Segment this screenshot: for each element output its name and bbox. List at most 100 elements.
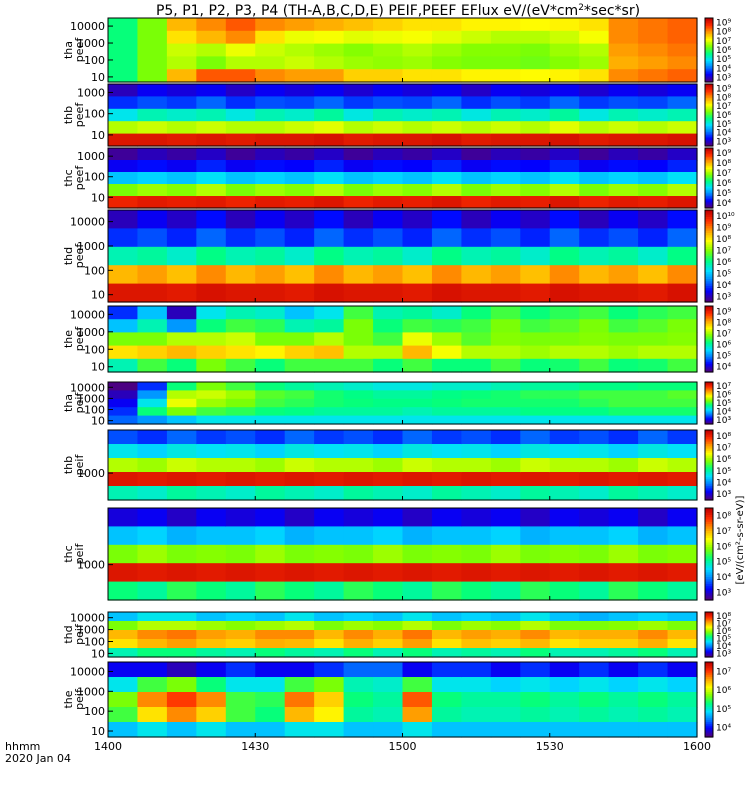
- heatmap-cell: [638, 390, 669, 400]
- colorbar-tick-label: 10⁷: [716, 330, 731, 340]
- heatmap-cell: [461, 508, 492, 527]
- heatmap-cell: [196, 390, 227, 400]
- heatmap-cell: [431, 210, 462, 229]
- colorbar-segment: [705, 438, 713, 442]
- heatmap-cell: [490, 692, 521, 708]
- heatmap-cell: [667, 345, 698, 360]
- y-tick-label: 100: [84, 264, 105, 277]
- heatmap-cell: [166, 108, 197, 122]
- heatmap-cell: [255, 612, 286, 622]
- heatmap-cell: [667, 160, 698, 173]
- colorbar-tick-label: 10⁷: [716, 382, 731, 392]
- heatmap-cell: [108, 630, 139, 640]
- heatmap-cell: [608, 148, 639, 161]
- heatmap-cell: [225, 526, 256, 546]
- heatmap-cell: [431, 444, 462, 459]
- heatmap-cell: [137, 692, 168, 708]
- heatmap-cell: [166, 43, 197, 57]
- heatmap-cell: [166, 210, 197, 229]
- heatmap-cell: [520, 415, 551, 425]
- heatmap-cell: [667, 662, 698, 678]
- heatmap-cell: [137, 184, 168, 197]
- heatmap-cell: [196, 648, 227, 658]
- colorbar-segment: [705, 190, 713, 193]
- heatmap-cell: [579, 43, 610, 57]
- heatmap-cell: [461, 722, 492, 738]
- heatmap-cell: [667, 563, 698, 583]
- y-tick-label: 10: [91, 71, 105, 84]
- heatmap-cell: [166, 692, 197, 708]
- heatmap-cell: [314, 630, 345, 640]
- colorbar-segment: [705, 223, 713, 227]
- colorbar-segment: [705, 593, 713, 596]
- heatmap-cell: [314, 444, 345, 459]
- heatmap-cell: [520, 630, 551, 640]
- heatmap-cell: [608, 563, 639, 583]
- heatmap-cell: [431, 508, 462, 527]
- heatmap-cell: [402, 30, 433, 45]
- heatmap-cell: [549, 407, 580, 417]
- heatmap-cell: [667, 196, 698, 209]
- heatmap-cell: [520, 148, 551, 161]
- heatmap-cell: [284, 133, 315, 147]
- heatmap-cell: [579, 612, 610, 622]
- heatmap-cell: [490, 390, 521, 400]
- colorbar-segment: [705, 731, 713, 734]
- colorbar-segment: [705, 475, 713, 478]
- colorbar-segment: [705, 256, 713, 259]
- heatmap-cell: [549, 184, 580, 197]
- heatmap-cell: [520, 581, 551, 601]
- heatmap-cell: [108, 345, 139, 360]
- heatmap-cell: [490, 133, 521, 147]
- heatmap-cell: [549, 630, 580, 640]
- colorbar-segment: [705, 486, 713, 489]
- heatmap-cell: [461, 639, 492, 649]
- colorbar-segment: [705, 472, 713, 475]
- colorbar-segment: [705, 274, 713, 278]
- heatmap-cell: [343, 246, 374, 266]
- heatmap-cell: [166, 648, 197, 658]
- heatmap-cell: [108, 662, 139, 678]
- heatmap-cell: [166, 407, 197, 417]
- heatmap-cell: [579, 121, 610, 135]
- colorbar-segment: [705, 111, 713, 115]
- colorbar-tick-label: 10⁴: [716, 407, 731, 417]
- colorbar-segment: [705, 482, 713, 485]
- heatmap-cell: [549, 472, 580, 487]
- heatmap-cell: [108, 30, 139, 45]
- colorbar-segment: [705, 267, 713, 271]
- heatmap-cell: [166, 444, 197, 459]
- heatmap-cell: [431, 306, 462, 320]
- colorbar-segment: [705, 191, 713, 194]
- heatmap-cell: [490, 306, 521, 320]
- heatmap-cell: [461, 407, 492, 417]
- heatmap-cell: [255, 707, 286, 723]
- colorbar-tick-label: 10⁷: [716, 667, 731, 677]
- y-tick-label: 10000: [70, 665, 105, 678]
- colorbar-segment: [705, 178, 713, 181]
- heatmap-cell: [402, 612, 433, 622]
- heatmap-cell: [255, 692, 286, 708]
- heatmap-cell: [196, 84, 227, 97]
- colorbar-segment: [705, 619, 713, 622]
- heatmap-cell: [255, 69, 286, 83]
- heatmap-cell: [520, 458, 551, 473]
- heatmap-cell: [431, 84, 462, 97]
- colorbar-segment: [705, 718, 713, 721]
- y-tick-label: 10: [91, 361, 105, 374]
- colorbar-segment: [705, 479, 713, 482]
- heatmap-cell: [196, 96, 227, 110]
- heatmap-cell: [373, 228, 404, 248]
- heatmap-cell: [667, 430, 698, 445]
- colorbar-segment: [705, 67, 713, 70]
- heatmap-cell: [373, 84, 404, 97]
- colorbar-segment: [705, 510, 713, 514]
- y-tick-label: 10: [91, 725, 105, 738]
- heatmap-cell: [196, 458, 227, 473]
- colorbar-segment: [705, 470, 713, 473]
- colorbar-segment: [705, 631, 713, 633]
- colorbar-segment: [705, 290, 713, 294]
- colorbar-segment: [705, 38, 713, 41]
- colorbar-tick-label: 10¹⁰: [716, 212, 735, 222]
